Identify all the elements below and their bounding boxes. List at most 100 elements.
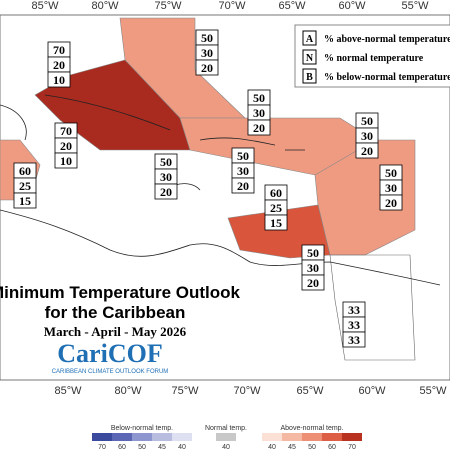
probability-value: 20: [237, 179, 249, 193]
longitude-label: 75°W: [171, 385, 199, 397]
probability-value: 50: [201, 31, 213, 45]
probability-value: 10: [60, 154, 72, 168]
probability-value: 20: [253, 121, 265, 135]
color-bar-label: Above-normal temp.: [280, 425, 343, 432]
color-bar-label: Normal temp.: [205, 425, 247, 432]
longitude-label: 70°W: [218, 0, 246, 12]
legend-key-box: [302, 68, 317, 84]
coastline: [0, 104, 441, 286]
longitude-label: 75°W: [154, 0, 182, 12]
probability-cell: [379, 194, 403, 211]
color-bar-tick: 70: [98, 444, 106, 450]
color-bar-tick: 45: [158, 444, 166, 450]
legend-key-box: [302, 30, 317, 46]
probability-value: 70: [60, 124, 72, 138]
longitude-label: 55°W: [419, 385, 447, 397]
probability-cell: [195, 59, 219, 76]
color-bar-swatch: [132, 433, 152, 441]
legend-text: % above-normal temperature: [324, 34, 450, 45]
longitude-label: 65°W: [296, 385, 324, 397]
probability-value: 30: [253, 106, 265, 120]
color-bar-tick: 40: [178, 444, 186, 450]
longitude-label: 60°W: [338, 0, 366, 12]
probability-cell: [342, 331, 366, 348]
probability-value: 50: [385, 166, 397, 180]
probability-value: 15: [19, 194, 31, 208]
longitude-label: 85°W: [54, 385, 82, 397]
legend-key: A: [306, 34, 314, 45]
probability-value: 20: [160, 185, 172, 199]
legend-text: % below-normal temperature: [324, 72, 450, 83]
probability-cell: [13, 192, 37, 209]
probability-value: 30: [237, 164, 249, 178]
color-bar-swatch: [322, 433, 342, 441]
probability-cell: [247, 119, 271, 136]
longitude-label: 65°W: [278, 0, 306, 12]
color-bar-tick: 60: [118, 444, 126, 450]
color-bar-tick: 45: [288, 444, 296, 450]
color-bar-swatch: [302, 433, 322, 441]
probability-cell: [154, 183, 178, 200]
color-bar-tick: 50: [138, 444, 146, 450]
color-bar-tick: 40: [222, 444, 230, 450]
title: for the Caribbean: [45, 303, 186, 322]
color-bar-swatch: [112, 433, 132, 441]
probability-value: 30: [361, 129, 373, 143]
probability-value: 30: [201, 46, 213, 60]
probability-cell: [264, 214, 288, 231]
color-bar-swatch: [342, 433, 362, 441]
probability-value: 50: [253, 91, 265, 105]
logo-subtitle: CARIBBEAN CLIMATE OUTLOOK FORUM: [52, 369, 169, 375]
probability-value: 20: [53, 58, 65, 72]
probability-cell: [54, 152, 78, 169]
color-bar-swatch: [282, 433, 302, 441]
color-bar-swatch: [92, 433, 112, 441]
longitude-label: 70°W: [233, 385, 261, 397]
probability-value: 50: [160, 155, 172, 169]
probability-cell: [355, 142, 379, 159]
longitude-label: 60°W: [358, 385, 386, 397]
probability-value: 70: [53, 43, 65, 57]
color-bar-tick: 50: [308, 444, 316, 450]
longitude-label: 80°W: [91, 0, 119, 12]
probability-value: 30: [307, 261, 319, 275]
longitude-label: 85°W: [31, 0, 59, 12]
legend-key: B: [306, 72, 313, 83]
legend-key-box: [302, 49, 317, 65]
probability-value: 20: [307, 276, 319, 290]
probability-value: 33: [348, 303, 360, 317]
color-bar-swatch: [216, 433, 236, 441]
probability-value: 20: [60, 139, 72, 153]
island-outline: [44, 94, 305, 191]
period: March - April - May 2026: [44, 324, 187, 339]
probability-value: 20: [361, 144, 373, 158]
probability-value: 33: [348, 318, 360, 332]
color-bar-label: Below-normal temp.: [111, 425, 173, 432]
probability-value: 33: [348, 333, 360, 347]
probability-cell: [231, 177, 255, 194]
color-bar-swatch: [152, 433, 172, 441]
color-bar-tick: 40: [268, 444, 276, 450]
color-bar-swatch: [172, 433, 192, 441]
probability-cell: [301, 274, 325, 291]
logo: CariCOF: [57, 339, 162, 368]
color-bar-tick: 70: [348, 444, 356, 450]
probability-value: 15: [270, 216, 282, 230]
longitude-label: 80°W: [114, 385, 142, 397]
probability-value: 50: [361, 114, 373, 128]
probability-cell: [47, 71, 71, 88]
probability-value: 20: [201, 61, 213, 75]
probability-value: 10: [53, 73, 65, 87]
probability-value: 50: [237, 149, 249, 163]
probability-value: 25: [19, 179, 31, 193]
legend-box: [294, 24, 450, 88]
legend-text: % normal temperature: [324, 53, 424, 64]
color-bar-swatch: [262, 433, 282, 441]
probability-value: 50: [307, 246, 319, 260]
legend-key: N: [306, 53, 314, 64]
probability-value: 60: [19, 164, 31, 178]
title: Minimum Temperature Outlook: [0, 283, 241, 302]
probability-value: 25: [270, 201, 282, 215]
